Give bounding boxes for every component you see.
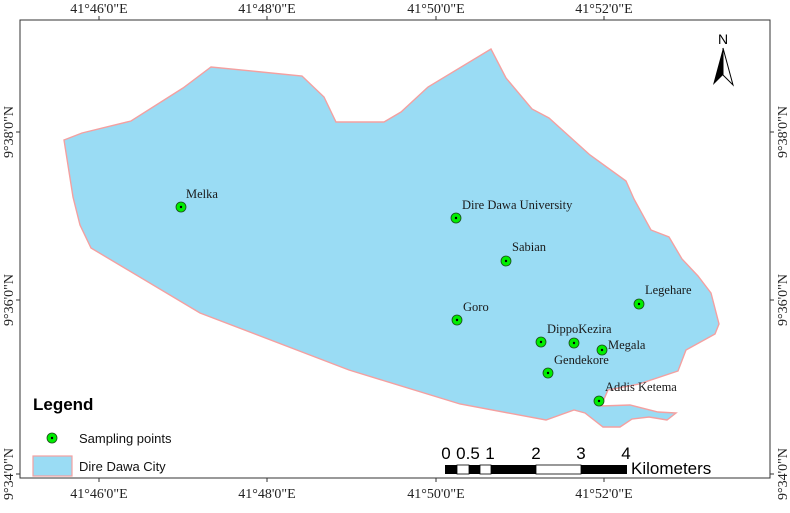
sampling-point[interactable]: Gendekore — [542, 353, 609, 379]
bottom-lon-label: 41°50'0"E — [407, 487, 464, 502]
legend-title: Legend — [33, 395, 93, 414]
legend-label: Dire Dawa City — [79, 459, 166, 474]
sampling-point[interactable]: Melka — [175, 187, 218, 213]
blue-polygon-icon — [32, 455, 73, 477]
top-lon-label: 41°46'0"E — [70, 2, 127, 17]
sampling-point[interactable]: Addis Ketema — [593, 380, 677, 407]
top-lon-label: 41°52'0"E — [575, 2, 632, 17]
scale-unit: Kilometers — [631, 459, 711, 478]
north-arrow-icon: N — [713, 31, 734, 87]
point-label: Megala — [608, 338, 646, 352]
scale-tick: 0 — [441, 444, 450, 463]
left-lat-label: 9°38'0"N — [2, 106, 17, 158]
point-label: DippoKezira — [547, 322, 612, 336]
bottom-lon-label: 41°46'0"E — [70, 487, 127, 502]
point-label: Addis Ketema — [605, 380, 677, 394]
legend: Legend Sampling points Dire Dawa City — [32, 395, 172, 477]
legend-item-dire-dawa-city: Dire Dawa City — [32, 455, 166, 477]
north-label: N — [718, 31, 728, 47]
right-lat-label: 9°34'0"N — [776, 448, 790, 500]
legend-item-sampling-points: Sampling points — [46, 431, 172, 446]
scale-tick: 2 — [531, 444, 540, 463]
point-label: Gendekore — [554, 353, 609, 367]
bottom-lon-label: 41°48'0"E — [238, 487, 295, 502]
point-label: Dire Dawa University — [462, 198, 573, 212]
scale-tick: 0.5 — [456, 444, 480, 463]
sampling-point[interactable]: Legehare — [633, 283, 692, 310]
sampling-point[interactable]: DippoKezira — [535, 322, 612, 349]
left-lat-label: 9°34'0"N — [2, 448, 17, 500]
top-ticks — [98, 16, 605, 20]
sampling-point[interactable]: Dire Dawa University — [450, 198, 573, 224]
point-label: Legehare — [645, 283, 692, 297]
right-lat-label: 9°36'0"N — [776, 274, 790, 326]
sampling-point[interactable]: Goro — [451, 300, 489, 326]
sampling-point[interactable]: Sabian — [500, 240, 547, 267]
point-label: Goro — [463, 300, 489, 314]
scale-tick: 3 — [576, 444, 585, 463]
scale-bar: 0 0.5 1 2 3 4 Kilometers — [441, 444, 711, 478]
side-ticks — [16, 131, 774, 475]
scale-tick: 4 — [621, 444, 630, 463]
bottom-ticks — [98, 478, 605, 482]
sampling-point[interactable]: Megala — [596, 338, 646, 356]
legend-label: Sampling points — [79, 431, 172, 446]
point-label: Melka — [186, 187, 218, 201]
top-lon-label: 41°48'0"E — [238, 2, 295, 17]
point-label: Sabian — [512, 240, 547, 254]
scale-tick: 1 — [485, 444, 494, 463]
bottom-lon-label: 41°52'0"E — [575, 487, 632, 502]
left-lat-label: 9°36'0"N — [2, 274, 17, 326]
dire-dawa-city-polygon[interactable] — [63, 48, 720, 428]
top-lon-label: 41°50'0"E — [407, 2, 464, 17]
right-lat-label: 9°38'0"N — [776, 106, 790, 158]
